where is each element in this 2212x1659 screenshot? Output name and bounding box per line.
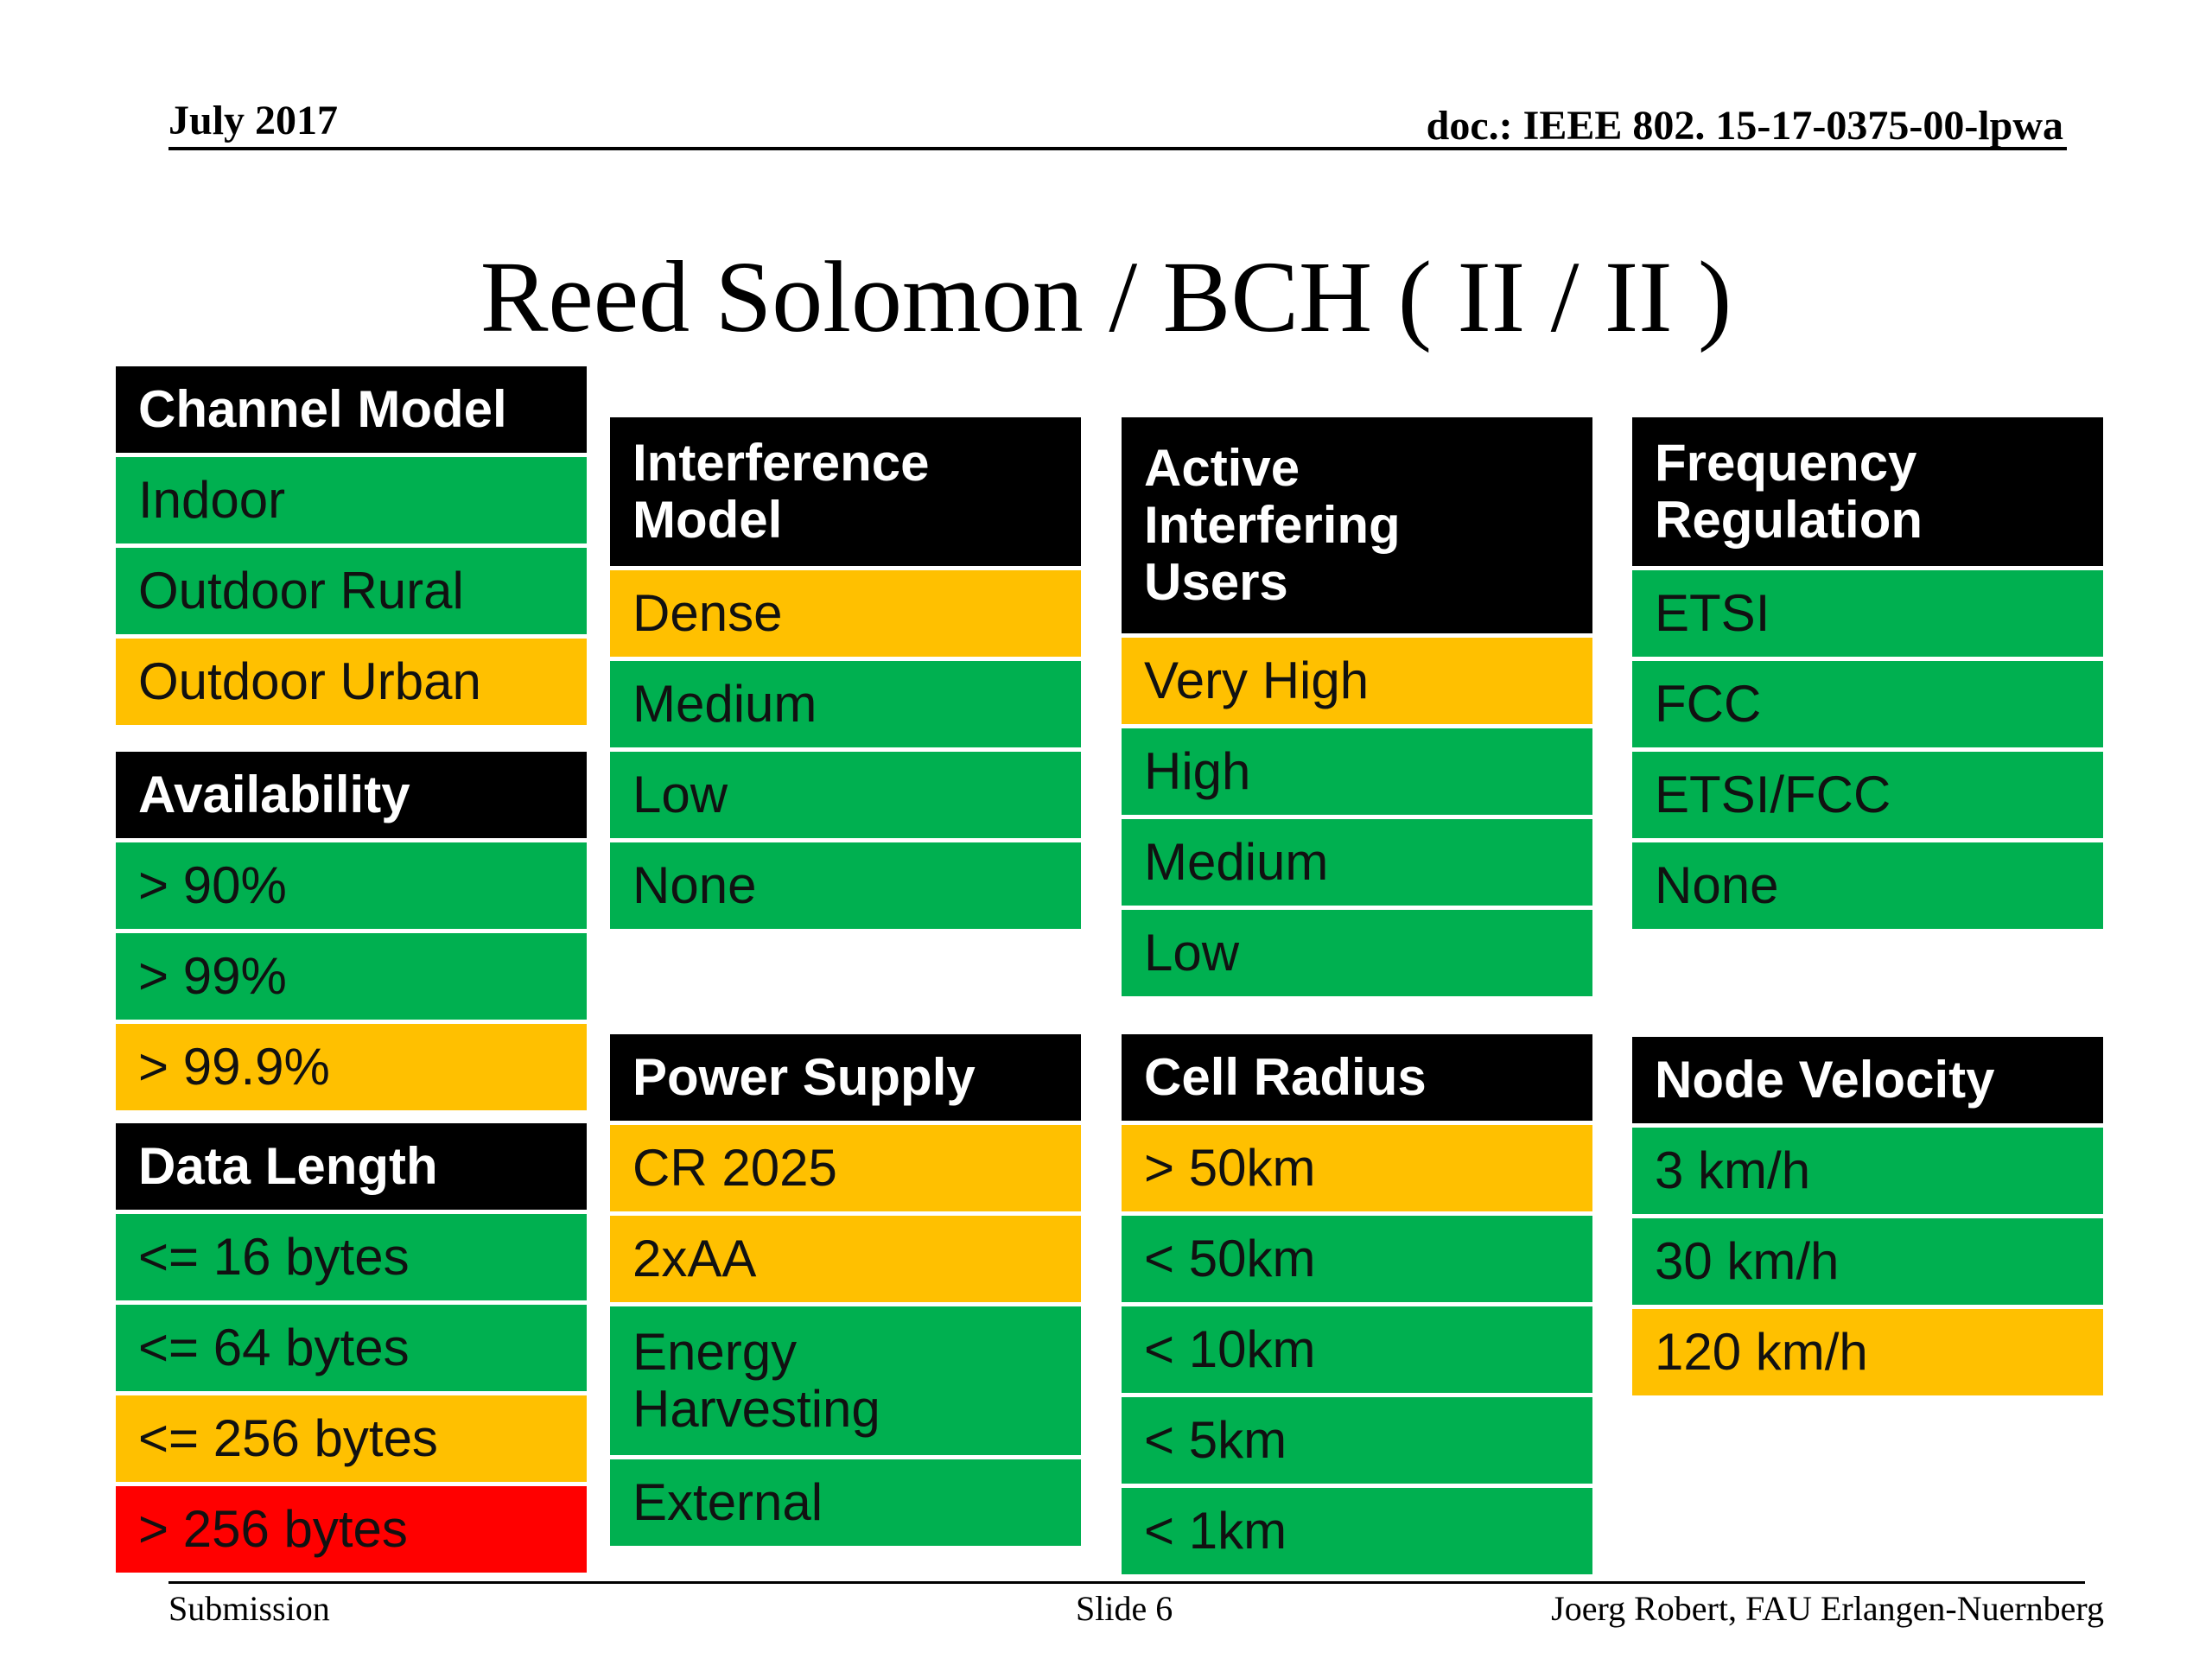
group-heading: Availability	[116, 752, 587, 838]
option-cell: 120 km/h	[1632, 1309, 2103, 1395]
option-cell: < 50km	[1122, 1216, 1592, 1302]
option-cell: CR 2025	[610, 1125, 1081, 1211]
group-heading: Active Interfering Users	[1122, 417, 1592, 633]
option-cell: FCC	[1632, 661, 2103, 747]
header-divider	[168, 147, 2067, 150]
option-cell: None	[610, 842, 1081, 929]
group-heading: Interference Model	[610, 417, 1081, 566]
slide-title: Reed Solomon / BCH ( II / II )	[480, 240, 1732, 353]
option-cell: > 50km	[1122, 1125, 1592, 1211]
group-channel-model: Channel Model Indoor Outdoor Rural Outdo…	[116, 366, 587, 729]
option-cell: ETSI/FCC	[1632, 752, 2103, 838]
option-cell: Energy Harvesting	[610, 1306, 1081, 1455]
option-cell: Dense	[610, 570, 1081, 657]
option-cell: Very High	[1122, 638, 1592, 724]
option-cell: Low	[1122, 910, 1592, 996]
option-cell: < 1km	[1122, 1488, 1592, 1574]
option-cell: Low	[610, 752, 1081, 838]
option-cell: < 5km	[1122, 1397, 1592, 1484]
group-heading: Node Velocity	[1632, 1037, 2103, 1123]
footer-submission: Submission	[168, 1589, 330, 1628]
header-doc-id: doc.: IEEE 802. 15-17-0375-00-lpwa	[1426, 103, 2063, 149]
option-cell: ETSI	[1632, 570, 2103, 657]
option-cell: External	[610, 1459, 1081, 1546]
option-cell: Outdoor Rural	[116, 548, 587, 634]
footer-slide-number: Slide 6	[1076, 1589, 1173, 1628]
group-cell-radius: Cell Radius > 50km < 50km < 10km < 5km <…	[1122, 1034, 1592, 1579]
group-heading: Power Supply	[610, 1034, 1081, 1121]
option-cell: 3 km/h	[1632, 1128, 2103, 1214]
option-cell: <= 16 bytes	[116, 1214, 587, 1300]
group-availability: Availability > 90% > 99% > 99.9%	[116, 752, 587, 1115]
option-cell: > 99.9%	[116, 1024, 587, 1110]
group-heading: Cell Radius	[1122, 1034, 1592, 1121]
group-data-length: Data Length <= 16 bytes <= 64 bytes <= 2…	[116, 1123, 587, 1577]
group-frequency-regulation: Frequency Regulation ETSI FCC ETSI/FCC N…	[1632, 417, 2103, 933]
option-cell: None	[1632, 842, 2103, 929]
option-cell: <= 64 bytes	[116, 1305, 587, 1391]
option-cell: <= 256 bytes	[116, 1395, 587, 1482]
group-heading: Data Length	[116, 1123, 587, 1210]
option-cell: > 256 bytes	[116, 1486, 587, 1573]
group-active-interfering-users: Active Interfering Users Very High High …	[1122, 417, 1592, 1001]
option-cell: High	[1122, 728, 1592, 815]
option-cell: > 90%	[116, 842, 587, 929]
option-cell: Outdoor Urban	[116, 639, 587, 725]
group-power-supply: Power Supply CR 2025 2xAA Energy Harvest…	[610, 1034, 1081, 1550]
option-cell: Medium	[610, 661, 1081, 747]
group-heading: Channel Model	[116, 366, 587, 453]
option-cell: Indoor	[116, 457, 587, 543]
group-heading: Frequency Regulation	[1632, 417, 2103, 566]
group-node-velocity: Node Velocity 3 km/h 30 km/h 120 km/h	[1632, 1037, 2103, 1400]
option-cell: 30 km/h	[1632, 1218, 2103, 1305]
option-cell: > 99%	[116, 933, 587, 1020]
footer-divider	[168, 1581, 2085, 1584]
option-cell: < 10km	[1122, 1306, 1592, 1393]
footer-author: Joerg Robert, FAU Erlangen-Nuernberg	[1551, 1589, 2104, 1628]
header-date: July 2017	[168, 98, 339, 143]
option-cell: Medium	[1122, 819, 1592, 906]
group-interference-model: Interference Model Dense Medium Low None	[610, 417, 1081, 933]
option-cell: 2xAA	[610, 1216, 1081, 1302]
